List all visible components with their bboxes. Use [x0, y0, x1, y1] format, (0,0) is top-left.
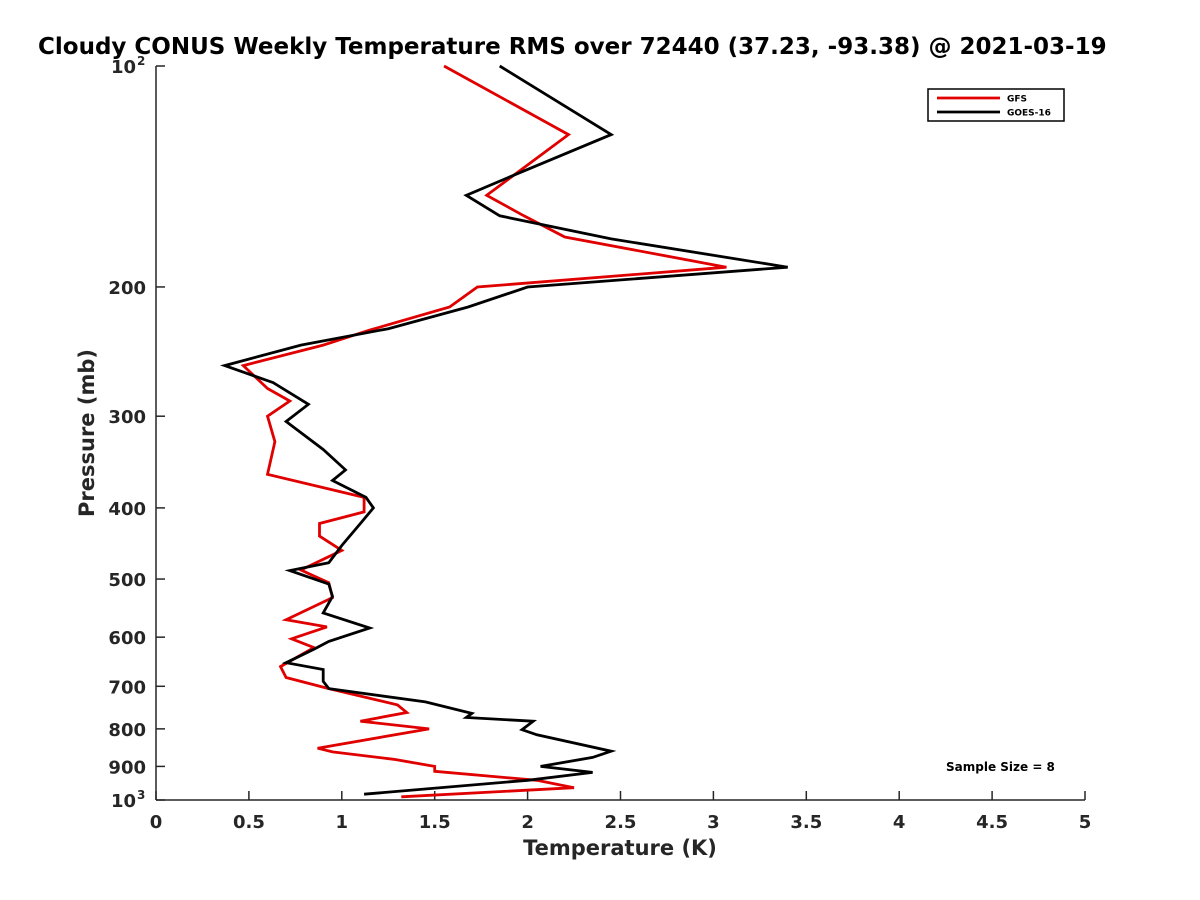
series-line-gfs	[240, 64, 727, 799]
x-tick-label: 0.5	[233, 812, 265, 833]
x-tick-label: 2.5	[605, 812, 637, 833]
legend-label: GOES-16	[1007, 109, 1051, 119]
x-axis-label: Temperature (K)	[523, 836, 717, 860]
x-tick-label: 3	[707, 812, 720, 833]
x-tick-label: 2	[521, 812, 534, 833]
x-tick-label: 1	[336, 812, 349, 833]
y-tick-label: 10	[111, 791, 136, 812]
y-tick-label: 300	[108, 407, 146, 428]
x-tick-label: 1.5	[419, 812, 451, 833]
y-tick-label: 700	[108, 677, 146, 698]
y-tick-label: 900	[108, 757, 146, 778]
x-tick-label: 0	[150, 812, 163, 833]
legend-label: GFS	[1007, 95, 1027, 105]
x-tick-label: 3.5	[790, 812, 822, 833]
y-tick-label: 800	[108, 720, 146, 741]
legend: GFS GOES-16	[927, 88, 1065, 122]
y-tick-exponent: 2	[137, 54, 145, 68]
y-tick-exponent: 3	[137, 788, 145, 802]
x-tick-label: 5	[1079, 812, 1092, 833]
y-tick-label: 600	[108, 628, 146, 649]
y-tick-label: 500	[108, 570, 146, 591]
legend-items: GFS GOES-16	[937, 95, 1051, 119]
series-layer	[219, 64, 788, 799]
y-axis-label: Pressure (mb)	[75, 349, 99, 517]
series-line-goes-16	[219, 64, 788, 796]
chart-title: Cloudy CONUS Weekly Temperature RMS over…	[38, 34, 1107, 60]
x-tick-label: 4.5	[976, 812, 1008, 833]
legend-box	[927, 88, 1065, 122]
y-tick-label: 400	[108, 499, 146, 520]
sample-size-annotation: Sample Size = 8	[946, 760, 1055, 774]
axes: 0 0.5 1 1.5 2 2.5 3 3.5 4 4.5 510 22003004005006007…	[108, 54, 1091, 833]
y-tick-label: 200	[108, 278, 146, 299]
y-tick-label: 10	[111, 57, 136, 78]
x-tick-label: 4	[893, 812, 906, 833]
